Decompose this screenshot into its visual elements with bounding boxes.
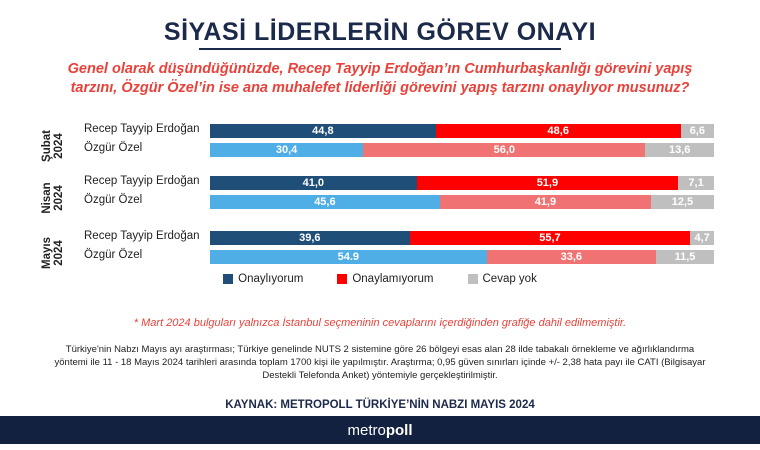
bar-segment-disapprove: 33,6 (486, 250, 657, 264)
footnote: * Mart 2024 bulguları yalnızca İstanbul … (133, 317, 627, 329)
period-label-text: Şubat 2024 (41, 130, 65, 162)
title-underline (199, 48, 561, 50)
brand-logo-bold: poll (385, 421, 413, 439)
brand-logo-light: metro (347, 421, 386, 439)
period-label-text: Nisan 2024 (41, 182, 65, 214)
bar-segment-no-answer: 7,1 (678, 176, 714, 190)
legend-label-no-answer: Cevap yok (482, 273, 537, 285)
bar-segment-disapprove: 55,7 (409, 231, 691, 245)
legend-label-disapprove: Onaylamıyorum (352, 273, 434, 285)
bar-segment-approve: 44,8 (210, 124, 436, 138)
method-line-1: Türkiye'nin Nabzı Mayıs ayı araştırması;… (65, 344, 695, 355)
bar-segment-approve: 54.9 (210, 250, 487, 264)
chart-title: SİYASİ LİDERLERİN GÖREV ONAYI (163, 18, 597, 46)
bar-segment-disapprove: 51,9 (416, 176, 679, 190)
bar-row: 30,4 56,0 13,6 (210, 143, 714, 157)
method-line-2: yöntemi ile 11 - 18 Mayıs 2024 tarihleri… (54, 357, 706, 368)
period-label: Nisan 2024 (38, 173, 68, 223)
period-label: Mayıs 2024 (38, 228, 68, 278)
bar-segment-disapprove: 41,9 (439, 195, 651, 209)
legend-label-approve: Onaylıyorum (238, 273, 304, 285)
bar-segment-no-answer: 4,7 (690, 231, 714, 245)
legend-item-approve: Onaylıyorum (223, 273, 303, 285)
leader-name: Recep Tayyip Erdoğan (84, 230, 200, 242)
bar-row: 39,6 55,7 4,7 (210, 231, 714, 245)
bar-segment-disapprove: 56,0 (363, 143, 646, 157)
method-line-3: Destekli Telefonda Anket) yöntemiyle ger… (262, 370, 498, 381)
legend-item-disapprove: Onaylamıyorum (337, 273, 434, 285)
bar-segment-no-answer: 6,6 (680, 124, 714, 138)
bar-row: 45,6 41,9 12,5 (210, 195, 714, 209)
bar-row: 54.9 33,6 11,5 (210, 250, 714, 264)
leader-name: Özgür Özel (84, 194, 143, 206)
legend-swatch-disapprove (337, 274, 348, 284)
subtitle-line-2: tarzını, Özgür Özel’in ise ana muhalefet… (70, 80, 690, 96)
bar-segment-no-answer: 12,5 (650, 195, 714, 209)
legend-swatch-no-answer (467, 274, 478, 284)
leader-name: Recep Tayyip Erdoğan (84, 123, 200, 135)
chart-subtitle: Genel olarak düşündüğünüzde, Recep Tayyi… (30, 60, 730, 98)
bar-segment-disapprove: 48,6 (435, 124, 681, 138)
period-label: Şubat 2024 (38, 121, 68, 171)
bar-row: 41,0 51,9 7,1 (210, 176, 714, 190)
methodology-note: Türkiye'nin Nabzı Mayıs ayı araştırması;… (40, 343, 720, 382)
leader-name: Recep Tayyip Erdoğan (84, 175, 200, 187)
leader-name: Özgür Özel (84, 249, 143, 261)
bar-segment-no-answer: 11,5 (656, 250, 714, 264)
subtitle-line-1: Genel olarak düşündüğünüzde, Recep Tayyi… (67, 61, 693, 77)
bar-row: 44,8 48,6 6,6 (210, 124, 714, 138)
bar-segment-approve: 45,6 (210, 195, 440, 209)
bar-segment-approve: 39,6 (210, 231, 410, 245)
legend-item-no-answer: Cevap yok (467, 273, 537, 285)
bar-segment-no-answer: 13,6 (645, 143, 714, 157)
bar-segment-approve: 41,0 (210, 176, 417, 190)
footer-brand-bar: metro poll (0, 416, 760, 444)
bar-segment-approve: 30,4 (210, 143, 364, 157)
period-label-text: Mayıs 2024 (41, 237, 65, 269)
leader-name: Özgür Özel (84, 142, 143, 154)
legend-swatch-approve (223, 274, 234, 284)
chart-legend: Onaylıyorum Onaylamıyorum Cevap yok (0, 273, 760, 285)
source-line: KAYNAK: METROPOLL TÜRKİYE’NİN NABZI MAYI… (225, 399, 535, 411)
